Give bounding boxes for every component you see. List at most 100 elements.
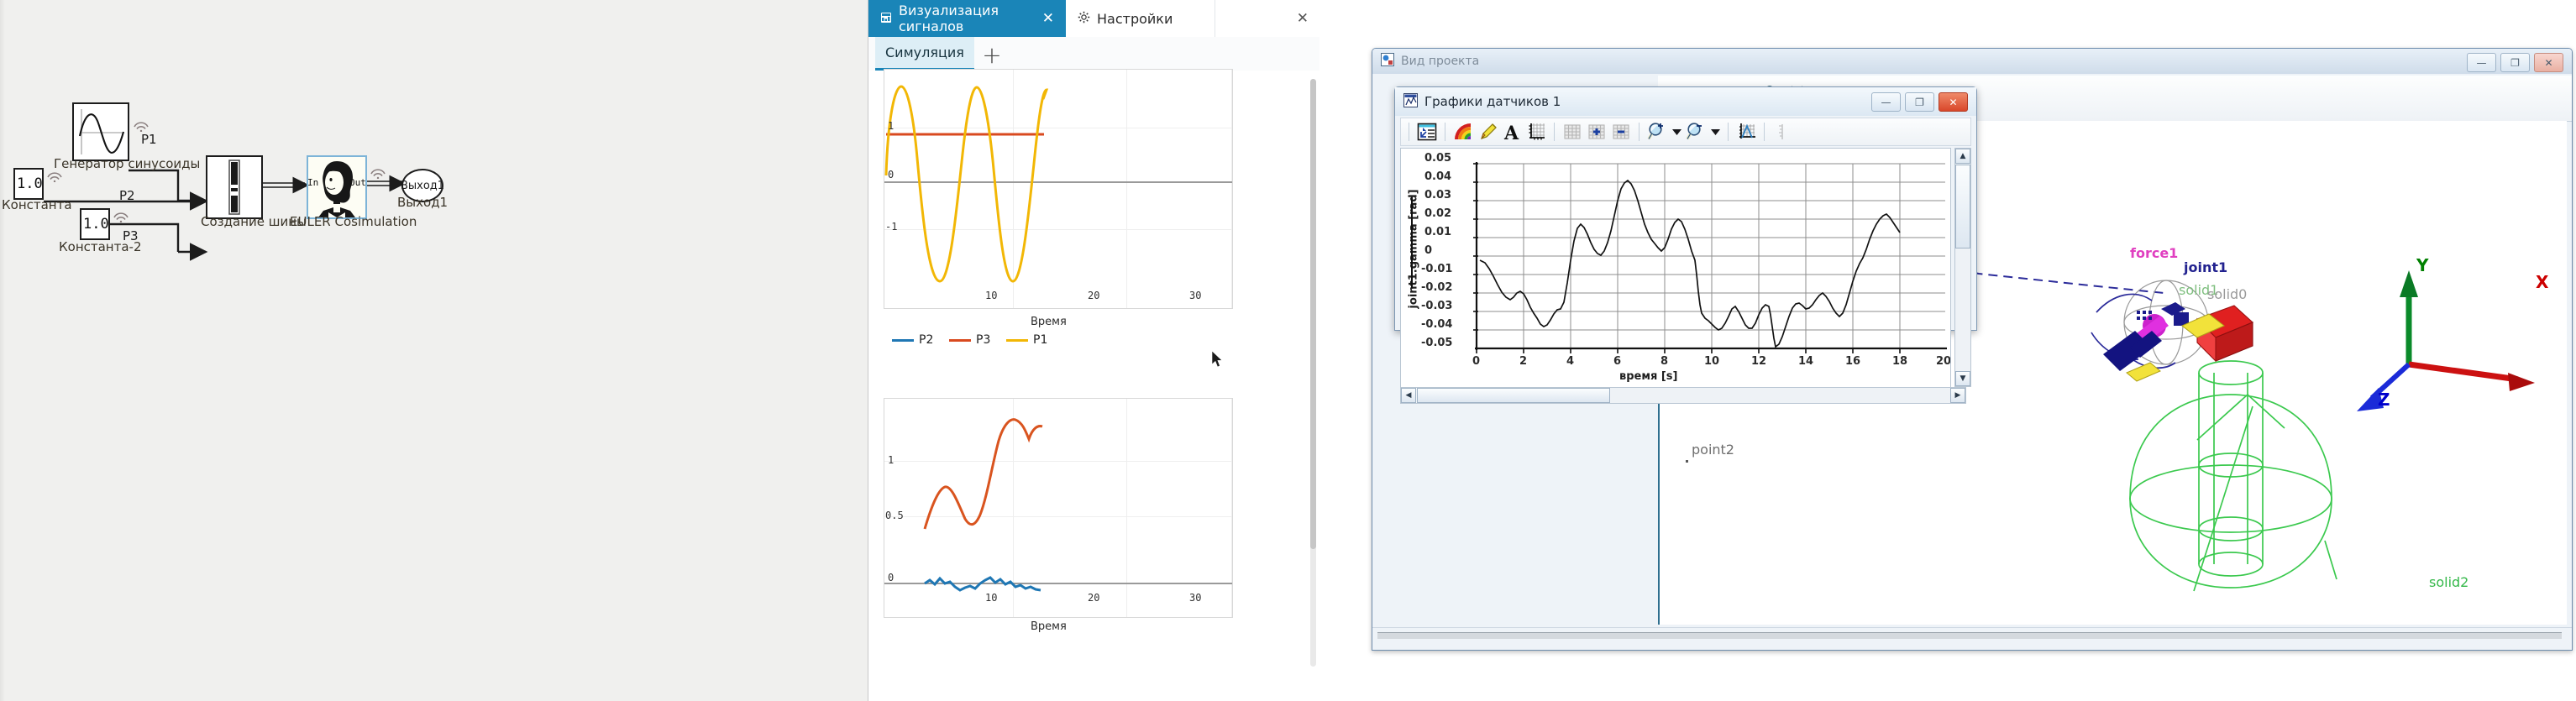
- sensor-ytick-1: 0.04: [1424, 170, 1452, 183]
- legend-p1[interactable]: P1: [1006, 333, 1047, 347]
- sensor-xtick-8: 16: [1845, 355, 1861, 368]
- subtab-simulation-label: Симуляция: [885, 44, 964, 60]
- scene-label-solid0: solid0: [2207, 286, 2248, 302]
- sensor-ytick-2: 0.03: [1424, 189, 1452, 201]
- minimize-icon[interactable]: —: [1871, 92, 1901, 112]
- sensor-xtick-3: 6: [1613, 355, 1622, 368]
- zoom-out-dropdown-icon[interactable]: [1709, 121, 1721, 143]
- xlabel-top-chart: Время: [1031, 316, 1067, 328]
- project-window-statusbar: [1372, 627, 2572, 650]
- legend-p2[interactable]: P2: [892, 333, 933, 347]
- maximize-icon[interactable]: ❐: [1905, 92, 1934, 112]
- properties-icon[interactable]: [1416, 121, 1438, 143]
- signals-chart-top[interactable]: 1 0 -1 10 20 30: [884, 69, 1233, 309]
- sensor-window-buttons[interactable]: — ❐ ✕: [1871, 92, 1968, 112]
- legend-p3[interactable]: P3: [949, 333, 990, 347]
- scene-label-point2: point2: [1692, 442, 1734, 458]
- chart-window-icon: [880, 11, 892, 27]
- grid-icon[interactable]: [1561, 121, 1583, 143]
- zoom-in-dropdown-icon[interactable]: [1671, 121, 1682, 143]
- tab-settings[interactable]: Настройки: [1066, 0, 1215, 37]
- sensor-chart-icon: [1403, 92, 1418, 111]
- sensor-xtick-6: 12: [1751, 355, 1767, 368]
- tab-signal-visualisation[interactable]: Визуализация сигналов ✕: [868, 0, 1066, 37]
- label-euler-cosimulation: EULER Cosimulation: [290, 214, 417, 229]
- font-icon[interactable]: A: [1501, 121, 1523, 143]
- euler-in-port-label: In: [307, 177, 319, 188]
- xtick-20: 20: [1088, 290, 1100, 301]
- label-constant-2: Константа-2: [59, 239, 142, 254]
- signals-chart-bottom[interactable]: 1 0.5 0 10 20 30: [884, 398, 1233, 618]
- scroll-left-button[interactable]: ◀: [1401, 388, 1416, 403]
- sensor-ytick-5: 0: [1424, 244, 1433, 257]
- block-diagram-canvas[interactable]: Генератор синусоиды 1.0 Константа 1.0 Ко…: [0, 0, 868, 701]
- block-constant-1[interactable]: [13, 168, 44, 200]
- scene-label-force1: force1: [2130, 245, 2179, 261]
- block-euler-cosimulation[interactable]: [307, 155, 367, 219]
- subtab-simulation[interactable]: Симуляция: [875, 37, 974, 71]
- pencil-icon[interactable]: [1477, 121, 1498, 143]
- sensor-vertical-scrollbar[interactable]: ▲ ▼: [1954, 148, 1971, 387]
- close-icon[interactable]: ✕: [2534, 53, 2563, 72]
- project-window-resizer[interactable]: [1377, 632, 2562, 639]
- axis-label-y: Y: [2416, 255, 2429, 275]
- wireless-port-icon: [46, 170, 63, 183]
- sensor-charts-window[interactable]: Графики датчиков 1 — ❐ ✕: [1394, 86, 1977, 404]
- color-icon[interactable]: [1452, 121, 1474, 143]
- sensor-xtick-7: 14: [1798, 355, 1814, 368]
- sensor-chart-plot[interactable]: 0.05 0.04 0.03 0.02 0.01 0 -0.01 -0.02 -…: [1400, 148, 1951, 389]
- svg-text:A: A: [1503, 123, 1519, 142]
- xtick-20-bottom: 20: [1088, 592, 1100, 604]
- viz-vertical-scrollbar[interactable]: [1310, 79, 1316, 667]
- axis-icon[interactable]: [1525, 121, 1547, 143]
- maximize-icon[interactable]: ❐: [2500, 53, 2530, 72]
- sensor-charts-toolbar[interactable]: A: [1400, 118, 1971, 146]
- scroll-up-button[interactable]: ▲: [1955, 149, 1970, 164]
- tab-label-signal-visualisation: Визуализация сигналов: [899, 3, 999, 34]
- scroll-down-button[interactable]: ▼: [1955, 371, 1970, 386]
- panel-close-icon[interactable]: ✕: [1296, 10, 1309, 27]
- sensor-ylabel-rule: [1411, 197, 1413, 288]
- close-icon[interactable]: ✕: [1041, 10, 1054, 27]
- block-bus-creator[interactable]: [206, 155, 263, 219]
- sensor-ytick-0: 0.05: [1424, 152, 1452, 165]
- close-icon[interactable]: ✕: [1939, 92, 1968, 112]
- legend-swatch-p3: [949, 338, 971, 342]
- viz-scrollbar-thumb[interactable]: [1310, 79, 1316, 549]
- constant-1-value: 1.0: [17, 175, 43, 192]
- ytick-0-bottom: 0: [888, 572, 895, 583]
- viz-chart-container: 1 0 -1 10 20 30 Время P2 P3 P1: [868, 69, 1319, 701]
- zoom-out-icon[interactable]: [1685, 121, 1707, 143]
- ytick-1: 1: [888, 120, 895, 132]
- joint1-assembly: [2091, 280, 2254, 382]
- ytick-1-bottom: 1: [888, 454, 895, 466]
- wireless-port-icon: [133, 119, 150, 133]
- output-1-inner-label: Выход1: [400, 179, 445, 192]
- scene-label-solid1: solid1: [2179, 282, 2219, 298]
- project-window-buttons[interactable]: — ❐ ✕: [2467, 53, 2563, 72]
- sensor-charts-titlebar[interactable]: Графики датчиков 1 — ❐ ✕: [1395, 87, 1976, 116]
- viz-tab-bar: Визуализация сигналов ✕ Настройки ✕: [868, 0, 1319, 38]
- project-view-titlebar[interactable]: Вид проекта — ❐ ✕: [1372, 49, 2572, 74]
- scroll-right-button[interactable]: ▶: [1950, 388, 1965, 403]
- zoom-in-icon[interactable]: [1646, 121, 1668, 143]
- euler-portrait-icon: [308, 157, 365, 217]
- signal-visualisation-panel: Визуализация сигналов ✕ Настройки ✕: [868, 0, 1319, 701]
- legend-label-p3: P3: [976, 333, 991, 347]
- sensor-vscroll-thumb[interactable]: [1955, 165, 1970, 248]
- block-output-1[interactable]: Выход1: [400, 169, 445, 202]
- autoscale-icon[interactable]: [1735, 121, 1757, 143]
- block-constant-2[interactable]: [80, 208, 110, 240]
- add-tab-button[interactable]: +: [982, 40, 1002, 69]
- grid-remove-icon[interactable]: [1610, 121, 1632, 143]
- tab-label-settings: Настройки: [1097, 10, 1173, 27]
- signals-chart-top-plot: [884, 85, 1049, 283]
- label-sine-generator: Генератор синусоиды: [54, 156, 201, 171]
- sensor-horizontal-scrollbar[interactable]: ◀ ▶: [1400, 387, 1966, 404]
- grid-add-icon[interactable]: [1586, 121, 1608, 143]
- block-sine-generator[interactable]: [72, 102, 129, 161]
- sensor-ytick-10: -0.05: [1421, 337, 1453, 349]
- sensor-hscroll-thumb[interactable]: [1417, 388, 1610, 403]
- legend-label-p1: P1: [1033, 333, 1048, 347]
- minimize-icon[interactable]: —: [2467, 53, 2496, 72]
